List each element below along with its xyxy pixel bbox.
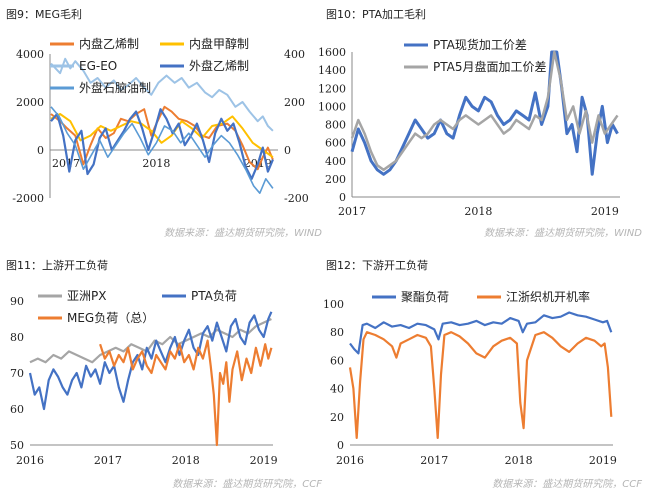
chart-1-series-line xyxy=(50,113,274,159)
chart-1-y-tick-label: 0 xyxy=(37,144,44,157)
chart-3-title: 图11：上游开工负荷 xyxy=(6,259,108,272)
chart-3-series-line xyxy=(99,339,273,447)
chart-3-y-tick-label: 70 xyxy=(10,367,24,380)
chart-1-y2-tick-label: 0 xyxy=(284,144,291,157)
chart-4-y-tick-label: 80 xyxy=(330,326,344,339)
chart-3-x-tick-label: 2016 xyxy=(16,454,44,467)
chart-1-y2-tick-label: -200 xyxy=(284,192,309,205)
chart-4-series-line xyxy=(349,311,613,355)
chart-4-legend-label: 江浙织机开机率 xyxy=(506,289,590,304)
chart-2-legend-label: PTA现货加工价差 xyxy=(433,37,527,52)
chart-4-legend-label: 聚酯负荷 xyxy=(401,290,449,304)
chart-2-series-line xyxy=(350,50,619,176)
chart-2-y-tick-label: 0 xyxy=(339,191,346,204)
chart-4-title: 图12：下游开工负荷 xyxy=(326,259,428,272)
chart-1-y-tick-label: 2000 xyxy=(16,96,44,109)
chart-2-x-tick-label: 2018 xyxy=(464,205,492,218)
chart-2-y-tick-label: 1000 xyxy=(318,100,346,113)
chart-3-y-tick-label: 90 xyxy=(10,295,24,308)
chart-2-source: 数据来源：盛达期货研究院，WIND xyxy=(483,228,642,239)
chart-3-y-tick-label: 80 xyxy=(10,331,24,344)
chart-2-y-tick-label: 1200 xyxy=(318,82,346,95)
chart-4-y-tick-label: 40 xyxy=(330,383,344,396)
chart-2-y-tick-label: 800 xyxy=(325,119,346,132)
chart-1-y-tick-label: -2000 xyxy=(12,192,44,205)
chart-1-series-line xyxy=(50,106,274,194)
chart-4-x-tick-label: 2018 xyxy=(505,454,533,467)
chart-1-legend-label: 内盘乙烯制 xyxy=(79,36,139,51)
chart-1-y2-tick-label: 400 xyxy=(284,48,305,61)
chart-2-x-tick-label: 2019 xyxy=(591,205,619,218)
chart-3-x-tick-label: 2017 xyxy=(94,454,122,467)
chart-1-legend-label: 内盘甲醇制 xyxy=(189,36,249,51)
chart-4-x-tick-label: 2017 xyxy=(420,454,448,467)
chart-3-y-tick-label: 50 xyxy=(10,439,24,452)
chart-4-y-tick-label: 0 xyxy=(337,439,344,452)
chart-2-x-tick-label: 2017 xyxy=(338,205,366,218)
chart-1-series-line xyxy=(50,108,274,180)
chart-1-title: 图9：MEG毛利 xyxy=(6,8,82,21)
chart-3-y-tick-label: 60 xyxy=(10,403,24,416)
chart-1-legend-label: 外盘石脑油制 xyxy=(79,80,151,95)
chart-3-x-tick-label: 2019 xyxy=(250,454,278,467)
chart-4-x-tick-label: 2016 xyxy=(336,454,364,467)
chart-1-series-line xyxy=(50,105,274,171)
chart-1-y-tick-label: 4000 xyxy=(16,48,44,61)
chart-2-y-tick-label: 1600 xyxy=(318,46,346,59)
chart-1-x-tick-label: 2018 xyxy=(142,157,170,170)
chart-4-y-tick-label: 100 xyxy=(323,298,344,311)
chart-4-x-tick-label: 2019 xyxy=(589,454,617,467)
chart-3-series-line xyxy=(28,311,273,411)
chart-2-y-tick-label: 200 xyxy=(325,173,346,186)
chart-4-y-tick-label: 60 xyxy=(330,354,344,367)
chart-3-x-tick-label: 2018 xyxy=(172,454,200,467)
chart-4-source: 数据来源：盛达期货研究院，CCF xyxy=(492,479,642,490)
chart-4-y-tick-label: 20 xyxy=(330,411,344,424)
chart-1-y2-tick-label: 200 xyxy=(284,96,305,109)
chart-2-y-tick-label: 600 xyxy=(325,137,346,150)
chart-1-series-line xyxy=(50,57,274,132)
chart-1-source: 数据来源：盛达期货研究院，WIND xyxy=(163,228,322,239)
chart-2-legend-label: PTA5月盘面加工价差 xyxy=(433,59,546,74)
chart-3-legend-label: 亚洲PX xyxy=(67,289,106,303)
chart-1-legend-label: EG-EO xyxy=(79,59,117,73)
chart-2-title: 图10：PTA加工毛利 xyxy=(326,8,427,21)
chart-3-legend-label: MEG负荷（总） xyxy=(67,311,154,325)
chart-2-y-tick-label: 400 xyxy=(325,155,346,168)
chart-3-legend-label: PTA负荷 xyxy=(191,289,237,303)
chart-2-y-tick-label: 1400 xyxy=(318,64,346,77)
chart-3-series-line xyxy=(29,318,272,364)
chart-4-series-line xyxy=(348,331,613,439)
chart-3-source: 数据来源：盛达期货研究院，CCF xyxy=(172,479,322,490)
chart-2-series-line xyxy=(350,50,619,172)
chart-1-x-tick-label: 2017 xyxy=(52,157,80,170)
chart-1-legend-label: 外盘乙烯制 xyxy=(189,58,249,73)
